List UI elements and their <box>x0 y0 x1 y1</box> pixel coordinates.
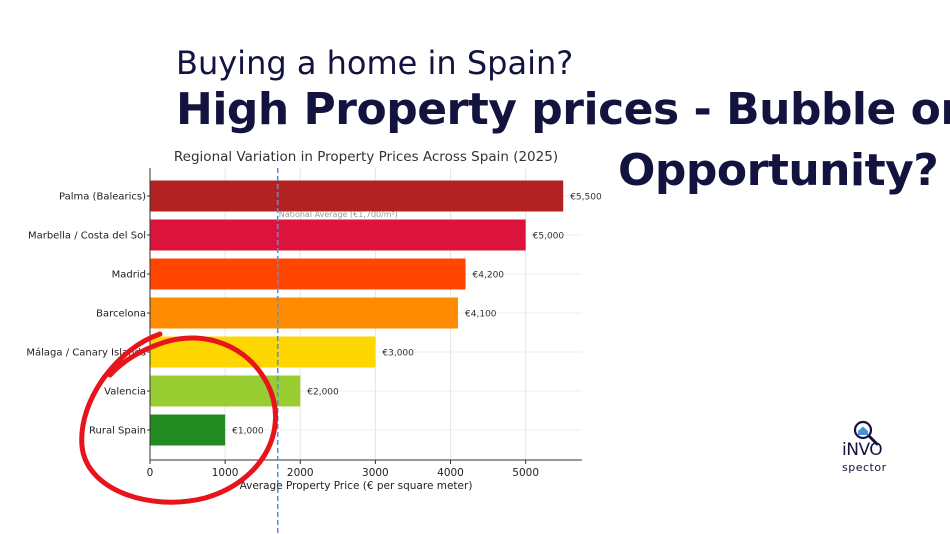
x-tick-label: 3000 <box>362 467 389 479</box>
category-label: Madrid <box>112 270 146 281</box>
category-label: Málaga / Canary Islands <box>26 347 146 359</box>
headline-main-line1: High Property prices - Bubble or <box>176 84 950 135</box>
data-label: €4,100 <box>465 310 497 320</box>
x-tick-label: 5000 <box>512 467 539 479</box>
data-label: €5,000 <box>533 232 565 242</box>
x-tick-label: 4000 <box>437 467 464 479</box>
inmo-spector-logo <box>853 420 879 446</box>
bar <box>150 258 466 290</box>
category-label: Rural Spain <box>89 426 146 437</box>
headline-subtitle: Buying a home in Spain? <box>176 44 574 82</box>
x-tick-label: 2000 <box>287 467 314 479</box>
national-average-label: National Average (€1,700/m²) <box>279 210 398 219</box>
bar <box>150 180 564 212</box>
logo-text-secondary: spector <box>842 461 887 474</box>
x-tick-label: 0 <box>147 467 154 479</box>
bar <box>150 297 459 329</box>
logo-text-primary: iNVO <box>842 440 883 460</box>
magnifier-house-icon <box>853 420 879 446</box>
bar <box>150 414 226 446</box>
data-label: €4,200 <box>473 271 505 281</box>
x-axis-title: Average Property Price (€ per square met… <box>240 480 473 492</box>
headline-main-line2: Opportunity? <box>618 145 939 196</box>
red-circle-annotation <box>79 331 278 505</box>
category-label: Marbella / Costa del Sol <box>28 231 146 242</box>
category-label: Barcelona <box>96 309 146 320</box>
data-label: €5,500 <box>570 193 602 203</box>
x-tick-label: 1000 <box>212 467 239 479</box>
category-label: Valencia <box>104 387 146 398</box>
category-label: Palma (Balearics) <box>59 192 146 203</box>
chart-title: Regional Variation in Property Prices Ac… <box>174 149 558 165</box>
data-label: €3,000 <box>382 349 414 359</box>
bar <box>150 336 376 368</box>
bar <box>150 219 526 251</box>
data-label: €2,000 <box>307 388 339 398</box>
data-label: €1,000 <box>232 427 264 437</box>
